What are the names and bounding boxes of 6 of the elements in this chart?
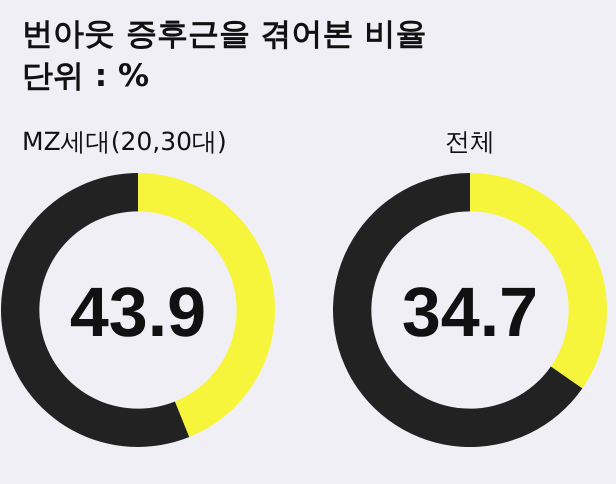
xlabel: MZ세대(20,30대) [22,127,227,156]
xlabel: 전체 [445,127,495,156]
subtitle: 단위 : % [22,58,150,94]
annotation: 43.9 [70,273,206,351]
annotation: 34.7 [402,273,538,351]
title: 번아웃 증후근을 겪어본 비율 [22,16,426,52]
